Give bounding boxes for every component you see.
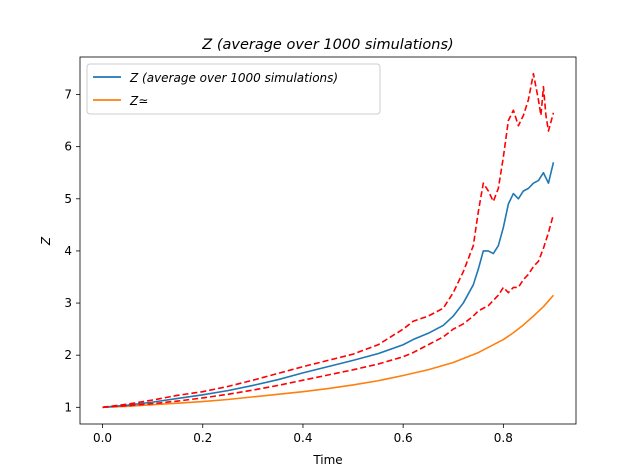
x-tick-label: 0.4 xyxy=(293,431,312,445)
x-tick-label: 0.0 xyxy=(93,431,112,445)
y-tick-label: 7 xyxy=(64,88,72,102)
chart-title: Z (average over 1000 simulations) xyxy=(201,37,453,53)
y-axis-label: Z xyxy=(39,236,53,246)
axes-frame xyxy=(79,56,577,425)
z-average-line xyxy=(102,162,555,409)
x-axis-label: Time xyxy=(312,453,342,467)
legend-label-z-approx: Z≃ xyxy=(129,94,148,108)
y-tick-label: 3 xyxy=(64,296,72,310)
x-tick-label: 0.2 xyxy=(193,431,212,445)
y-tick-label: 2 xyxy=(64,348,72,362)
y-tick-label: 4 xyxy=(64,244,72,258)
upper-bound-dashed-line xyxy=(102,72,555,409)
y-axis: 1 2 3 4 5 6 7 xyxy=(64,88,80,414)
x-tick-label: 0.8 xyxy=(494,431,513,445)
y-tick-label: 1 xyxy=(64,400,72,414)
plot-area xyxy=(102,72,555,409)
y-tick-label: 5 xyxy=(64,192,72,206)
legend: Z (average over 1000 simulations) Z≃ xyxy=(86,63,381,115)
z-approx-line xyxy=(102,294,555,409)
legend-box xyxy=(86,63,381,115)
x-axis: 0.0 0.2 0.4 0.6 0.8 xyxy=(93,424,513,445)
legend-label-z-average: Z (average over 1000 simulations) xyxy=(129,71,338,85)
x-tick-label: 0.6 xyxy=(394,431,413,445)
y-tick-label: 6 xyxy=(64,140,72,154)
lower-bound-dashed-line xyxy=(102,214,555,409)
